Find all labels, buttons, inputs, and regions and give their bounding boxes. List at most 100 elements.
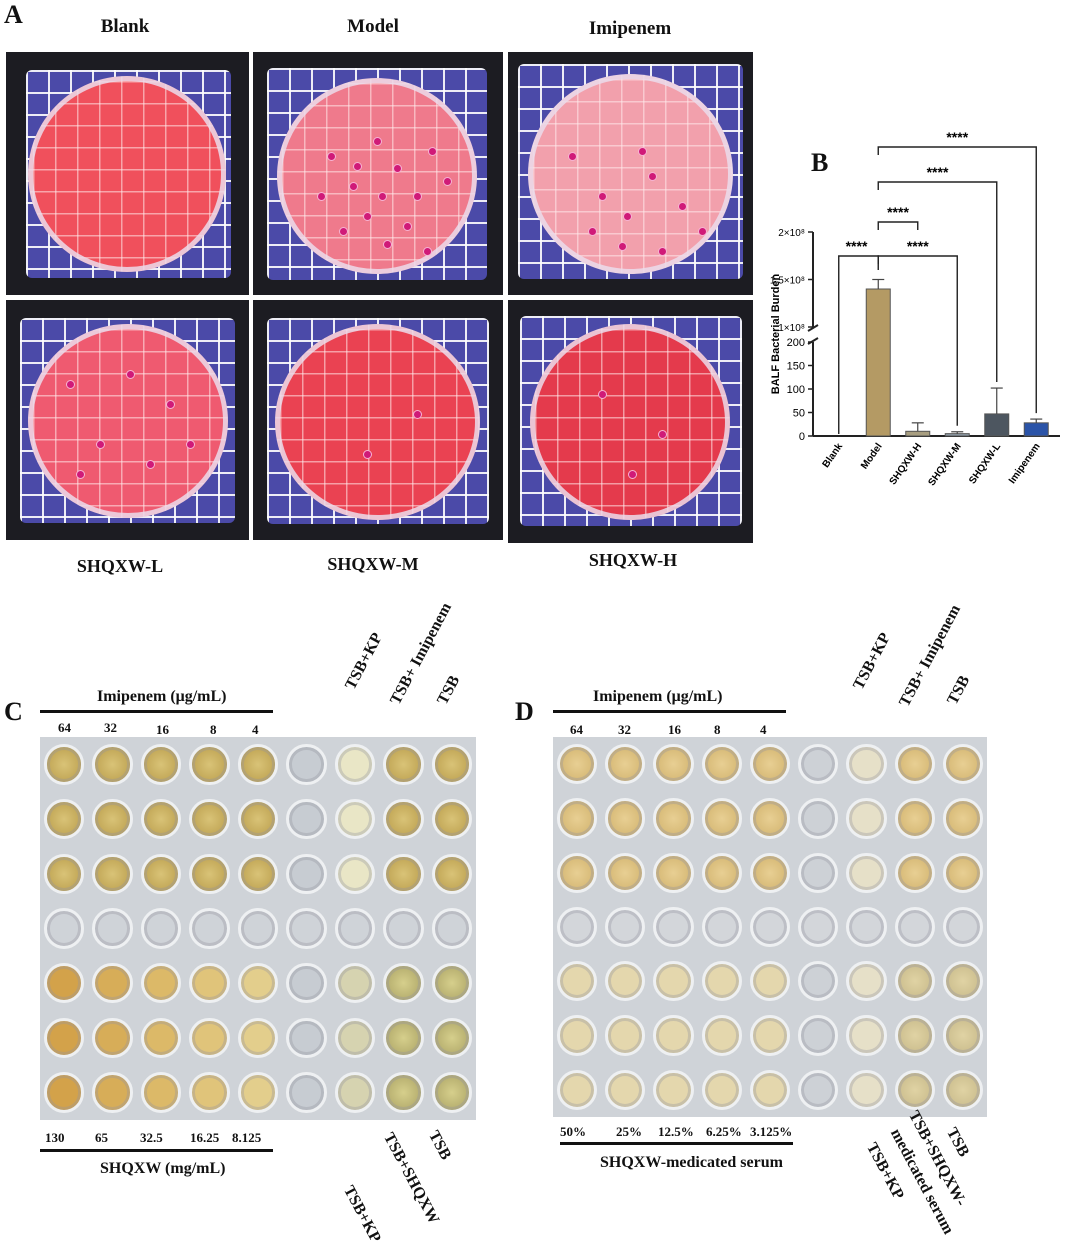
y-axis-label: BALF Bacterial Burden: [770, 274, 782, 395]
d-imipenem-label: Imipenem (μg/mL): [593, 688, 723, 705]
well: [189, 744, 230, 785]
well: [431, 1017, 472, 1059]
well: [653, 961, 694, 1002]
bar-chart-balf: 0 50 100 150 200 1×10⁸ 1.5×10⁸ 2×10⁸ BALF Bacter…: [770, 129, 1060, 488]
well: [557, 1015, 598, 1056]
well: [653, 1069, 694, 1110]
well: [557, 798, 598, 839]
well: [286, 798, 327, 840]
c-shqxw-130: 130: [45, 1130, 65, 1145]
well: [383, 1072, 424, 1113]
y-tick-label: 150: [787, 361, 805, 373]
well: [383, 744, 424, 785]
d-bottom-tsb: TSB: [942, 1125, 973, 1160]
d-conc-32: 32: [618, 722, 631, 737]
d-serum-6-25: 6.25%: [706, 1124, 742, 1139]
panel-letter-b: B: [811, 148, 829, 177]
plate-label-shqxw-m: SHQXW-M: [327, 554, 419, 574]
well: [237, 1017, 279, 1059]
plate-label-shqxw-l: SHQXW-L: [76, 556, 164, 576]
well: [383, 798, 424, 840]
well: [942, 798, 983, 839]
plate-title-blank: Blank: [100, 16, 150, 37]
well: [431, 798, 472, 840]
well: [286, 1017, 327, 1059]
well: [701, 1069, 742, 1110]
well: [605, 1069, 646, 1110]
well: [557, 852, 598, 893]
well: [894, 744, 935, 785]
well: [605, 1015, 646, 1056]
well: [431, 744, 472, 785]
x-tick-label: SHQXW-M: [926, 441, 963, 488]
well: [894, 906, 935, 948]
well: [140, 908, 182, 949]
well: [846, 1069, 887, 1110]
well: [894, 961, 935, 1002]
significance-stars: ****: [907, 238, 929, 254]
well: [749, 1069, 791, 1110]
well: [431, 1072, 472, 1113]
c-shqxw-label: SHQXW (mg/mL): [100, 1160, 226, 1177]
well: [334, 853, 376, 894]
well: [798, 961, 839, 1002]
significance-stars: ****: [887, 204, 909, 220]
well: [334, 1017, 376, 1059]
well: [605, 961, 646, 1002]
well: [44, 798, 85, 840]
well: [557, 961, 598, 1002]
well: [189, 908, 230, 949]
well: [942, 744, 983, 785]
well: [749, 744, 791, 785]
c-shqxw-32-5: 32.5: [140, 1130, 163, 1145]
c-conc-4: 4: [252, 722, 259, 737]
well: [286, 1072, 327, 1113]
c-shqxw-16-25: 16.25: [190, 1130, 220, 1145]
well: [140, 962, 182, 1004]
well: [237, 962, 279, 1004]
significance-stars: ****: [927, 164, 949, 180]
c-shqxw-65: 65: [95, 1130, 108, 1145]
well: [557, 744, 598, 785]
d-conc-16: 16: [668, 722, 681, 737]
c-top-tsb: TSB: [434, 672, 464, 708]
well: [846, 906, 887, 948]
well: [286, 908, 327, 949]
well: [846, 798, 887, 839]
well: [140, 1072, 182, 1113]
well: [605, 906, 646, 948]
well: [942, 852, 983, 893]
well: [653, 1015, 694, 1056]
well: [798, 1069, 839, 1110]
bar-shqxw-l: [984, 413, 1010, 437]
well-plate-c: [40, 737, 476, 1120]
well: [894, 1069, 935, 1110]
plate-label-shqxw-h: SHQXW-H: [588, 550, 678, 570]
well: [605, 744, 646, 785]
d-serum-3-125: 3.125%: [750, 1124, 793, 1139]
well: [798, 906, 839, 948]
bar-imipenem: [1023, 422, 1049, 437]
well: [383, 1017, 424, 1059]
significance-bracket: [877, 181, 998, 383]
well: [605, 798, 646, 839]
plate-photo-model: [253, 52, 503, 295]
well: [92, 744, 133, 785]
well: [92, 853, 133, 894]
well: [557, 1069, 598, 1110]
well: [846, 852, 887, 893]
well: [894, 798, 935, 839]
c-conc-16: 16: [156, 722, 169, 737]
well: [798, 744, 839, 785]
c-bottom-tsb-kp: TSB+KP: [339, 1183, 384, 1246]
c-shqxw-8-125: 8.125: [232, 1130, 262, 1145]
plate-title-model: Model: [347, 16, 399, 37]
significance-bracket: [877, 221, 919, 230]
well: [44, 744, 85, 785]
well: [653, 852, 694, 893]
well: [749, 798, 791, 839]
y-tick-label: 50: [793, 408, 805, 420]
plate-photo-shqxw-l: [6, 300, 249, 540]
panel-letter-a: A: [4, 0, 23, 29]
plate-title-imipenem: Imipenem: [588, 18, 672, 39]
